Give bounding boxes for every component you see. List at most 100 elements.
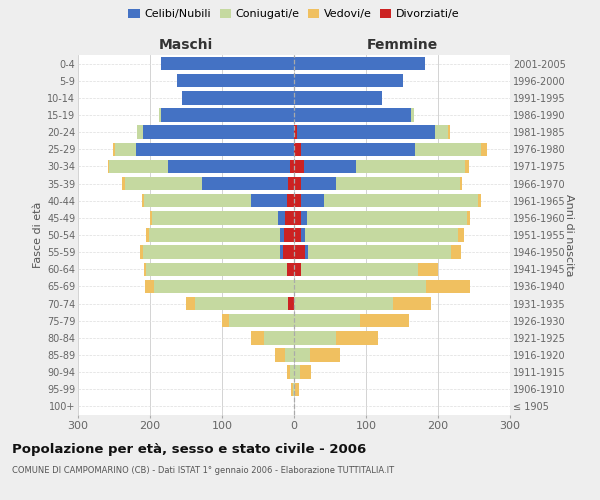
Bar xyxy=(202,177,288,190)
Y-axis label: Anni di nascita: Anni di nascita xyxy=(564,194,574,276)
Bar xyxy=(125,177,202,190)
Bar xyxy=(294,211,301,224)
Bar xyxy=(251,331,264,344)
Bar xyxy=(294,57,425,70)
Bar xyxy=(307,211,467,224)
Bar xyxy=(324,194,478,207)
Bar xyxy=(294,348,310,362)
Bar xyxy=(294,297,394,310)
Bar xyxy=(294,366,300,379)
Bar xyxy=(287,262,294,276)
Bar xyxy=(143,246,280,259)
Bar xyxy=(294,91,382,104)
Bar xyxy=(291,382,293,396)
Bar xyxy=(284,228,294,241)
Bar xyxy=(308,246,451,259)
Bar xyxy=(304,160,356,173)
Bar xyxy=(182,91,294,104)
Bar xyxy=(154,280,294,293)
Bar xyxy=(146,262,287,276)
Bar xyxy=(294,108,410,122)
Bar xyxy=(113,142,115,156)
Bar xyxy=(186,297,194,310)
Bar xyxy=(415,142,481,156)
Bar xyxy=(301,228,305,241)
Bar xyxy=(458,228,464,241)
Bar xyxy=(178,74,294,88)
Bar xyxy=(295,382,299,396)
Bar xyxy=(451,246,461,259)
Bar xyxy=(137,126,143,139)
Text: Maschi: Maschi xyxy=(159,38,213,52)
Bar xyxy=(305,246,308,259)
Bar xyxy=(294,142,301,156)
Bar xyxy=(294,382,295,396)
Bar xyxy=(158,108,161,122)
Bar xyxy=(301,211,307,224)
Bar xyxy=(305,228,458,241)
Text: Popolazione per età, sesso e stato civile - 2006: Popolazione per età, sesso e stato civil… xyxy=(12,442,366,456)
Bar xyxy=(144,194,251,207)
Bar xyxy=(478,194,481,207)
Bar xyxy=(142,194,144,207)
Bar xyxy=(251,194,287,207)
Bar xyxy=(290,366,294,379)
Bar xyxy=(435,126,448,139)
Bar xyxy=(152,211,278,224)
Bar xyxy=(229,314,294,328)
Bar xyxy=(161,108,294,122)
Y-axis label: Fasce di età: Fasce di età xyxy=(32,202,43,268)
Bar xyxy=(280,246,283,259)
Bar xyxy=(294,331,336,344)
Bar xyxy=(115,142,136,156)
Bar xyxy=(107,160,109,173)
Bar xyxy=(294,194,301,207)
Bar xyxy=(168,160,290,173)
Bar xyxy=(122,177,125,190)
Bar xyxy=(294,280,426,293)
Bar xyxy=(283,246,294,259)
Bar xyxy=(294,246,305,259)
Bar xyxy=(293,382,294,396)
Bar xyxy=(222,314,229,328)
Text: COMUNE DI CAMPOMARINO (CB) - Dati ISTAT 1° gennaio 2006 - Elaborazione TUTTITALI: COMUNE DI CAMPOMARINO (CB) - Dati ISTAT … xyxy=(12,466,394,475)
Bar xyxy=(310,348,340,362)
Bar xyxy=(418,262,438,276)
Bar xyxy=(356,160,466,173)
Bar xyxy=(336,177,460,190)
Bar xyxy=(394,297,431,310)
Bar xyxy=(294,262,301,276)
Bar xyxy=(288,177,294,190)
Bar xyxy=(286,211,294,224)
Bar xyxy=(301,262,418,276)
Legend: Celibi/Nubili, Coniugati/e, Vedovi/e, Divorziati/e: Celibi/Nubili, Coniugati/e, Vedovi/e, Di… xyxy=(126,6,462,22)
Bar xyxy=(136,142,294,156)
Bar xyxy=(109,160,168,173)
Bar xyxy=(275,348,286,362)
Bar xyxy=(294,126,297,139)
Bar xyxy=(360,314,409,328)
Bar xyxy=(460,177,463,190)
Bar xyxy=(297,126,435,139)
Bar xyxy=(146,228,149,241)
Bar xyxy=(287,194,294,207)
Bar xyxy=(286,348,294,362)
Bar xyxy=(264,331,294,344)
Bar xyxy=(467,211,470,224)
Bar xyxy=(301,177,336,190)
Bar xyxy=(140,246,143,259)
Bar xyxy=(466,160,469,173)
Bar xyxy=(287,366,290,379)
Bar xyxy=(448,126,449,139)
Bar xyxy=(288,297,294,310)
Bar xyxy=(301,194,324,207)
Bar xyxy=(149,228,280,241)
Bar xyxy=(294,314,360,328)
Bar xyxy=(280,228,284,241)
Bar xyxy=(161,57,294,70)
Bar xyxy=(426,280,470,293)
Bar xyxy=(194,297,288,310)
Bar xyxy=(143,126,294,139)
Bar xyxy=(294,228,301,241)
Bar xyxy=(150,211,152,224)
